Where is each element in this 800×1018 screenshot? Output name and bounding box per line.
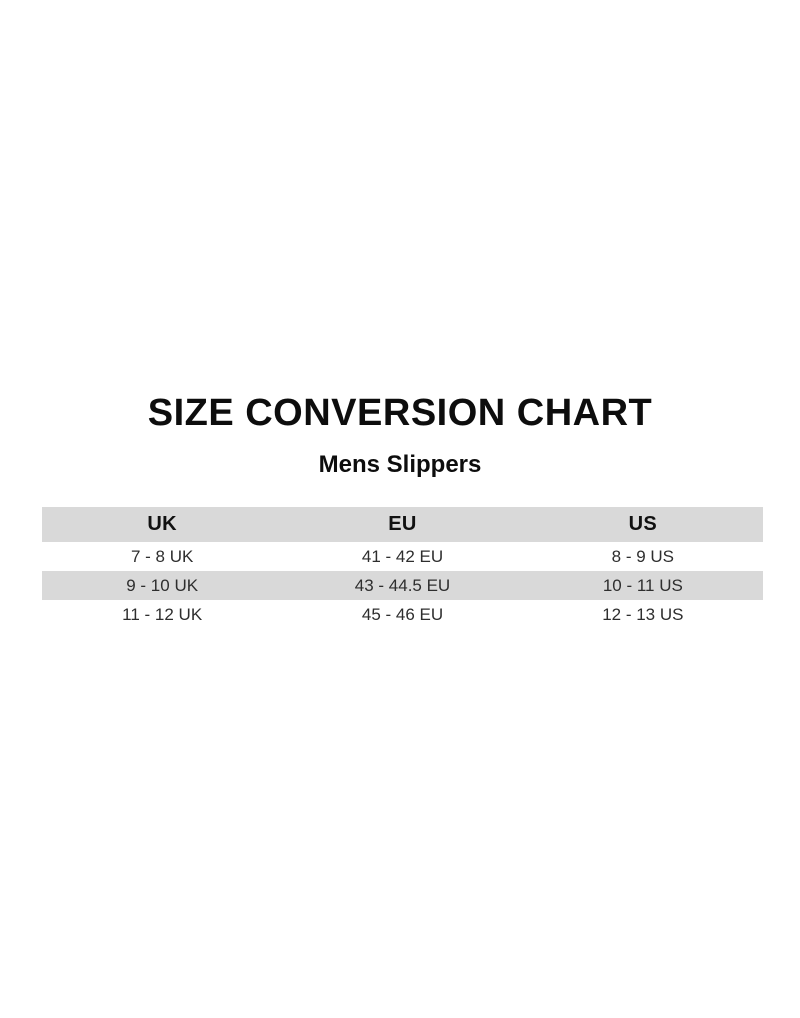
column-header-eu: EU (388, 513, 417, 535)
page-title: SIZE CONVERSION CHART (147, 392, 653, 434)
table-header-row: UK EU US (42, 507, 763, 542)
table-row: 7 - 8 UK 41 - 42 EU 8 - 9 US (42, 542, 763, 571)
table-cell-uk: 11 - 12 UK (122, 604, 203, 624)
column-header-uk: UK (147, 513, 177, 535)
table-cell-uk: 7 - 8 UK (130, 546, 194, 566)
size-conversion-table: UK EU US 7 - 8 UK 41 - 42 EU 8 - 9 US 9 … (42, 507, 763, 629)
table-cell-eu: 41 - 42 EU (361, 546, 444, 566)
table-cell-eu: 43 - 44.5 EU (354, 575, 451, 595)
table-cell-us: 12 - 13 US (602, 604, 684, 624)
table-cell-us: 10 - 11 US (602, 575, 683, 595)
column-header-us: US (628, 513, 658, 535)
table-cell-us: 8 - 9 US (611, 546, 674, 566)
table-cell-eu: 45 - 46 EU (361, 604, 444, 624)
page-subtitle: Mens Slippers (318, 451, 482, 478)
table-row: 11 - 12 UK 45 - 46 EU 12 - 13 US (42, 600, 763, 629)
table-row: 9 - 10 UK 43 - 44.5 EU 10 - 11 US (42, 571, 763, 600)
table-cell-uk: 9 - 10 UK (126, 575, 199, 595)
